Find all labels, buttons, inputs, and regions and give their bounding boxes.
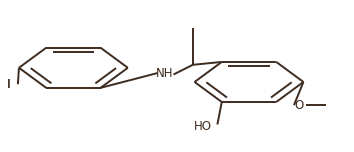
Text: HO: HO [194,120,212,133]
Text: O: O [295,99,304,112]
Text: I: I [7,78,11,92]
Text: NH: NH [156,67,173,80]
Text: I: I [7,78,11,92]
